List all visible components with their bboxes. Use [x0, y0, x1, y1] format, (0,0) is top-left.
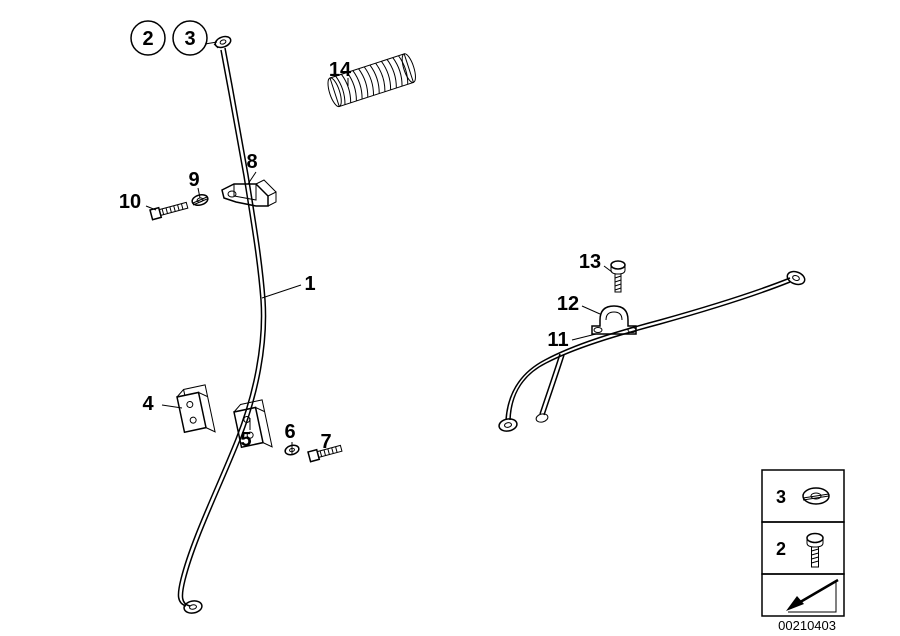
bracket-8 [222, 180, 276, 206]
bracket-4 [176, 385, 215, 438]
callout-2: 2 [142, 28, 153, 50]
banjo-11-bottom [498, 418, 518, 433]
callout-13: 13 [579, 251, 601, 273]
callout-9: 9 [188, 169, 199, 191]
callout-5: 5 [240, 429, 251, 451]
parts-diagram: 1 2 3 4 5 6 7 8 9 10 11 12 13 14 3 2 [0, 0, 900, 636]
brake-line-main [182, 48, 265, 606]
callout-11: 11 [547, 329, 568, 351]
callout-7: 7 [320, 431, 331, 453]
legend-box: 3 2 [762, 470, 844, 616]
callout-6: 6 [284, 421, 295, 443]
callout-10: 10 [119, 191, 141, 213]
bolt-13 [611, 261, 625, 292]
callout-3: 3 [184, 28, 195, 50]
diagram-id: 00210403 [778, 618, 836, 633]
leaders [146, 78, 612, 454]
legend-3: 3 [776, 487, 786, 507]
callout-14: 14 [329, 59, 352, 81]
legend-2: 2 [776, 539, 786, 559]
callout-4: 4 [142, 393, 154, 415]
washer-9 [191, 193, 209, 207]
legend-arrow-icon [786, 580, 838, 612]
callout-1: 1 [304, 273, 315, 295]
callout-12: 12 [557, 293, 579, 315]
clamp-12 [592, 306, 636, 334]
callout-8: 8 [246, 151, 257, 173]
banjo-bottom-left [183, 600, 203, 615]
